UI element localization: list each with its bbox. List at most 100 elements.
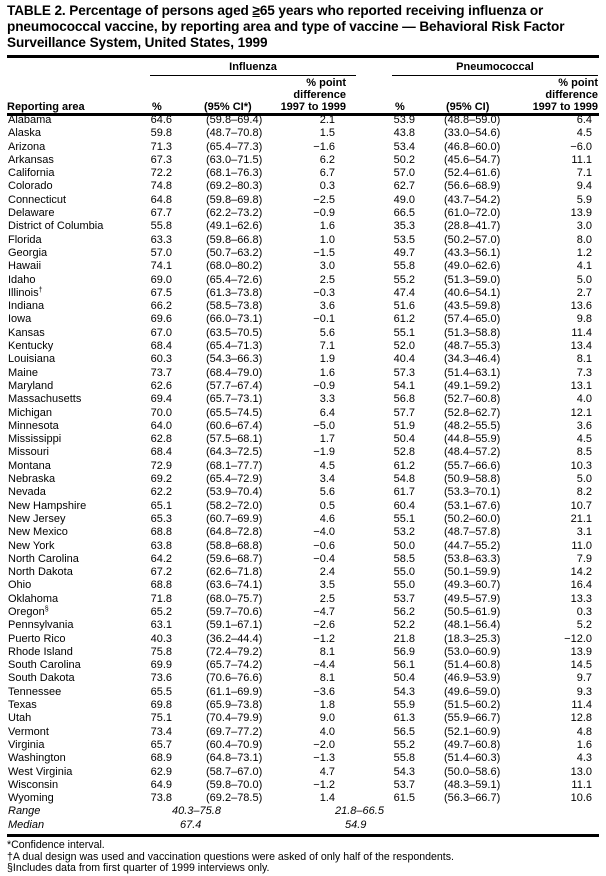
area-name: Pennsylvania — [8, 619, 74, 632]
reporting-area: Kentucky — [0, 340, 150, 353]
reporting-area: Montana — [0, 460, 150, 473]
influenza-ci: (69.2–80.3) — [206, 180, 263, 193]
pneumo-pct: 51.9 — [393, 419, 415, 432]
table-row: New Jersey 65.3 (60.7–69.9) 4.6 55.1 (50.2–60… — [0, 513, 592, 526]
table-row: Louisiana 60.3 (54.3–66.3) 1.9 40.4 (34.3–46.… — [0, 353, 592, 366]
influenza-diff: −1.9 — [313, 446, 335, 459]
influenza-ci: (63.0–71.5) — [206, 153, 263, 166]
pneumo-pct: 49.0 — [393, 193, 415, 206]
area-name: Michigan — [8, 406, 53, 419]
pneumo-ci: (50.0–58.6) — [444, 765, 501, 778]
table-row: Oregon§ 65.2 (59.7–70.6) −4.7 56.2 (50.5–61.9… — [0, 606, 592, 619]
reporting-area: Washington — [0, 752, 150, 765]
table-row: Alaska 59.8 (48.7–70.8) 1.5 43.8 (33.0–54.6) 4… — [0, 127, 592, 140]
area-name: Illinois — [8, 286, 39, 299]
table-row: Arkansas 67.3 (63.0–71.5) 6.2 50.2 (45.6–54.7… — [0, 154, 592, 167]
influenza-ci: (65.4–77.3) — [206, 140, 263, 153]
area-name: Louisiana — [8, 353, 56, 366]
pneumo-ci: (50.5–61.9) — [444, 605, 501, 618]
pneumo-pct: 50.4 — [393, 672, 415, 685]
diff-header-line3: 1997 to 1999 — [280, 101, 346, 113]
reporting-area: Oklahoma — [0, 593, 150, 606]
pneumo-ci: (53.8–63.3) — [444, 552, 501, 565]
reporting-area: Virginia — [0, 739, 150, 752]
pneumo-ci: (49.7–60.8) — [444, 738, 501, 751]
pneumo-ci: (46.9–53.9) — [444, 672, 501, 685]
pneumo-pct: 50.2 — [393, 153, 415, 166]
summary-row: Median 67.4 54.9 — [0, 819, 592, 832]
influenza-ci: (59.7–70.6) — [206, 605, 263, 618]
influenza-pct: 67.0 — [150, 326, 172, 339]
pneumo-pct: 61.5 — [393, 792, 415, 805]
table-row: New Mexico 68.8 (64.8–72.8) −4.0 53.2 (48.7–5… — [0, 526, 592, 539]
influenza-pct: 60.3 — [150, 353, 172, 366]
pneumo-ci: (48.8–59.0) — [444, 114, 501, 126]
pneumo-ci: (55.7–66.6) — [444, 459, 501, 472]
pneumo-pct: 55.2 — [393, 273, 415, 286]
table-row: Missouri 68.4 (64.3–72.5) −1.9 52.8 (48.4–57.… — [0, 446, 592, 459]
influenza-ci: (58.7–67.0) — [206, 765, 263, 778]
influenza-diff: −0.9 — [313, 207, 335, 220]
reporting-area: Iowa — [0, 313, 150, 326]
influenza-ci: (58.5–73.8) — [206, 300, 263, 313]
influenza-pct: 69.4 — [150, 393, 172, 406]
pneumo-pct: 54.3 — [393, 765, 415, 778]
area-name: Ohio — [8, 579, 32, 592]
reporting-area: North Carolina — [0, 553, 150, 566]
pneumo-pct: 61.7 — [393, 486, 415, 499]
table-row: North Dakota 67.2 (62.6–71.8) 2.4 55.0 (50.1–… — [0, 566, 592, 579]
pneumo-pct: 58.5 — [393, 552, 415, 565]
influenza-ci: (65.7–73.1) — [206, 393, 263, 406]
pneumo-ci: (56.6–68.9) — [444, 180, 501, 193]
influenza-diff: −1.3 — [313, 752, 335, 765]
table-row: South Dakota 73.6 (70.6–76.6) 8.1 50.4 (46.9–… — [0, 672, 592, 685]
table-row: Puerto Rico 40.3 (36.2–44.4) −1.2 21.8 (18.3–… — [0, 633, 592, 646]
influenza-ci: (58.8–68.8) — [206, 539, 263, 552]
reporting-area: Alaska — [0, 127, 150, 140]
influenza-diff: 2.5 — [319, 592, 335, 605]
influenza-ci: (62.2–73.2) — [206, 207, 263, 220]
diff-header-line1: % point — [558, 77, 598, 89]
influenza-diff: 0.3 — [319, 180, 335, 193]
influenza-diff: −0.9 — [313, 379, 335, 392]
influenza-ci: (65.9–73.8) — [206, 699, 263, 712]
influenza-ci: (57.7–67.4) — [206, 379, 263, 392]
title-prefix: TABLE 2. Percentage of persons aged — [7, 3, 253, 18]
influenza-pct: 72.2 — [150, 167, 172, 180]
pneumo-diff: 13.1 — [570, 379, 592, 392]
influenza-diff: 3.4 — [319, 473, 335, 486]
table-row: Texas 69.8 (65.9–73.8) 1.8 55.9 (51.5–60.2) 11… — [0, 699, 592, 712]
influenza-pct: 73.7 — [150, 366, 172, 379]
influenza-ci: (60.4–70.9) — [206, 738, 263, 751]
influenza-pct: 74.1 — [150, 260, 172, 273]
influenza-ci: (61.1–69.9) — [206, 685, 263, 698]
pneumo-ci: (61.0–72.0) — [444, 207, 501, 220]
pneumo-ci: (51.3–59.0) — [444, 273, 501, 286]
footnote-dual-design: †A dual design was used and vaccination … — [7, 850, 454, 863]
diff-header-line3: 1997 to 1999 — [532, 101, 598, 113]
pneumo-ci: (49.3–60.7) — [444, 579, 501, 592]
table-row: Pennsylvania 63.1 (59.1–67.1) −2.6 52.2 (48.1… — [0, 619, 592, 632]
pneumo-diff: 4.8 — [576, 725, 592, 738]
pneumo-diff: 7.9 — [576, 552, 592, 565]
influenza-ci: (65.4–71.3) — [206, 340, 263, 353]
footnote-ci: *Confidence interval. — [7, 839, 105, 851]
influenza-pct: 64.6 — [150, 114, 172, 126]
pneumo-ci: (33.0–54.6) — [444, 127, 501, 140]
pneumo-diff: 10.6 — [570, 792, 592, 805]
influenza-ci: (65.7–74.2) — [206, 659, 263, 672]
pneumo-diff: 11.1 — [571, 153, 592, 166]
area-name: Idaho — [8, 273, 36, 286]
pneumo-diff-header: % point difference 1997 to 1999 — [522, 77, 598, 113]
pneumo-diff: 4.3 — [576, 752, 592, 765]
table-row: Wyoming 73.8 (69.2–78.5) 1.4 61.5 (56.3–66.7)… — [0, 792, 592, 805]
pneumo-ci-header: (95% CI) — [446, 101, 490, 113]
influenza-diff: 0.5 — [319, 499, 335, 512]
influenza-ci: (68.4–79.0) — [206, 366, 263, 379]
influenza-diff: 5.6 — [319, 326, 335, 339]
influenza-pct: 69.2 — [150, 473, 172, 486]
reporting-area: Vermont — [0, 726, 150, 739]
pneumo-diff: −6.0 — [570, 140, 592, 153]
pneumo-ci: (49.6–59.0) — [444, 685, 501, 698]
pneumo-summary: 21.8–66.5 — [335, 805, 384, 818]
